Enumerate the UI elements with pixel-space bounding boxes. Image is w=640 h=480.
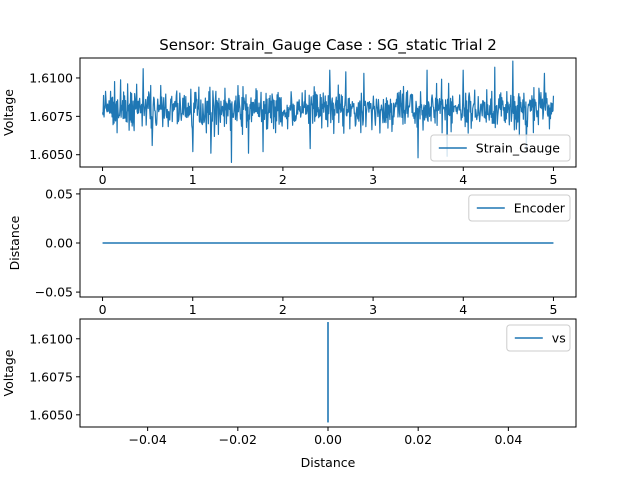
x-tick-label: 5 [549, 302, 557, 317]
y-tick-label: 1.6075 [29, 109, 73, 124]
x-axis-label: Distance [301, 455, 356, 470]
series-line-strain-gauge [101, 60, 555, 163]
legend-box [430, 134, 571, 162]
y-axis-label: Voltage [1, 89, 16, 136]
legend-box [468, 194, 571, 222]
legend: Strain_Gauge [430, 134, 571, 162]
x-tick-label: 0 [99, 172, 107, 187]
panel-3: −0.04 −0.02 0.00 0.02 0.04 1.6050 1.6075 1.6100… [1, 318, 577, 470]
x-tick-label: 0 [99, 302, 107, 317]
y-tick-label: 0.00 [45, 236, 73, 251]
y-tick-label: 1.6050 [29, 147, 73, 162]
panel-2: 0 1 2 3 4 5 −0.05 0.00 0.05 Distance Encoder [7, 186, 577, 317]
x-tick-label: −0.02 [219, 432, 257, 447]
y-tick-label: 0.05 [45, 186, 73, 201]
x-tick-label: 2 [279, 302, 287, 317]
x-tick-label: 1 [189, 172, 197, 187]
legend-label: vs [552, 331, 566, 346]
y-tick-label: 1.6050 [29, 407, 73, 422]
legend: Encoder [468, 194, 571, 222]
x-tick-label: −0.04 [128, 432, 166, 447]
x-tick-label: 4 [459, 302, 467, 317]
y-axis-label: Voltage [1, 349, 16, 396]
x-tick-label: 5 [549, 172, 557, 187]
x-tick-label: 3 [369, 172, 377, 187]
y-tick-label: 1.6100 [29, 331, 73, 346]
x-tick-label: 1 [189, 302, 197, 317]
y-axis-label: Distance [7, 215, 22, 270]
chart-title: Sensor: Strain_Gauge Case : SG_static Tr… [159, 36, 497, 55]
legend: vs [506, 324, 571, 352]
legend-label: Encoder [514, 201, 566, 216]
y-tick-label: −0.05 [35, 285, 73, 300]
x-tick-label: 0.02 [404, 432, 432, 447]
legend-label: Strain_Gauge [476, 141, 560, 156]
y-tick-label: 1.6100 [29, 70, 73, 85]
x-tick-label: 0.00 [314, 432, 342, 447]
panel-1: 0 1 2 3 4 5 1.6050 1.6075 1.6100 Voltage Strain_Ga… [1, 57, 577, 187]
y-tick-label: 1.6075 [29, 369, 73, 384]
plot-frame [79, 57, 577, 168]
x-tick-label: 4 [459, 172, 467, 187]
x-tick-label: 0.04 [494, 432, 522, 447]
x-tick-label: 2 [279, 172, 287, 187]
x-tick-label: 3 [369, 302, 377, 317]
